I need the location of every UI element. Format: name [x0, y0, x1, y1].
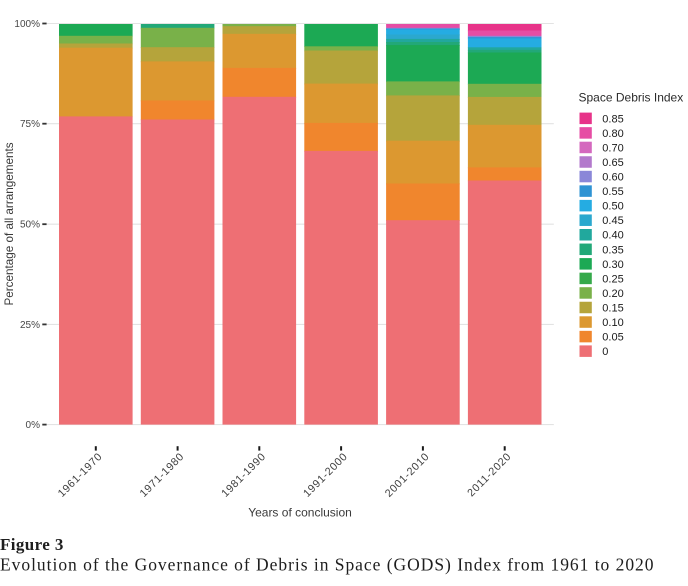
svg-text:0.05: 0.05	[602, 332, 623, 344]
svg-text:0.85: 0.85	[602, 113, 623, 125]
svg-text:Percentage of all arrangements: Percentage of all arrangements	[3, 142, 16, 305]
svg-text:Figure 3: Figure 3	[0, 535, 64, 554]
svg-text:0.20: 0.20	[602, 288, 623, 300]
svg-text:0.45: 0.45	[602, 215, 623, 227]
svg-text:50%: 50%	[20, 220, 40, 231]
svg-text:0.50: 0.50	[602, 201, 623, 213]
svg-text:0.35: 0.35	[602, 244, 623, 256]
svg-text:0.55: 0.55	[602, 186, 623, 198]
svg-text:0.70: 0.70	[602, 142, 623, 154]
svg-text:25%: 25%	[20, 320, 40, 331]
svg-text:100%: 100%	[14, 19, 40, 30]
svg-text:0%: 0%	[26, 420, 41, 431]
svg-text:Years of conclusion: Years of conclusion	[248, 506, 352, 520]
svg-text:Space Debris Index: Space Debris Index	[579, 91, 684, 105]
svg-text:75%: 75%	[20, 119, 40, 130]
svg-text:0.80: 0.80	[602, 128, 623, 140]
svg-text:0.65: 0.65	[602, 157, 623, 169]
svg-text:0.25: 0.25	[602, 273, 623, 285]
svg-text:0: 0	[602, 346, 608, 358]
svg-text:0.30: 0.30	[602, 259, 623, 271]
svg-text:0.10: 0.10	[602, 317, 623, 329]
svg-text:0.15: 0.15	[602, 302, 623, 314]
svg-text:0.60: 0.60	[602, 172, 623, 184]
svg-text:0.40: 0.40	[602, 230, 623, 242]
svg-text:Evolution of the Governance of: Evolution of the Governance of Debris in…	[0, 554, 655, 574]
